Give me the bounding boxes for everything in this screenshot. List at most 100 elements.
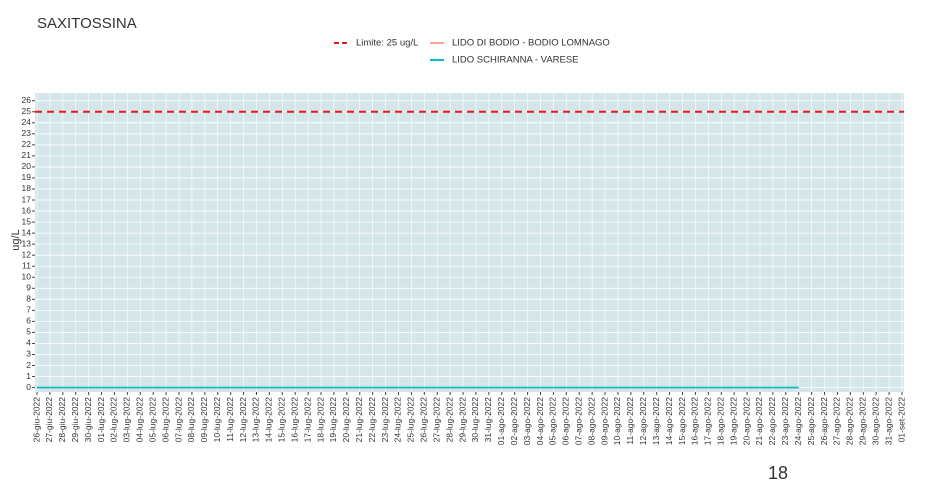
x-tick-label: 16-ago-2022 bbox=[690, 397, 700, 445]
y-tick-label: 0 bbox=[26, 382, 31, 392]
x-tick-label: 31-ago-2022 bbox=[883, 397, 893, 445]
x-tick-label: 23-ago-2022 bbox=[780, 397, 790, 445]
x-tick-label: 06-ago-2022 bbox=[561, 397, 571, 445]
x-tick-label: 28-ago-2022 bbox=[845, 397, 855, 445]
y-tick-label: 11 bbox=[22, 260, 31, 270]
x-tick-label: 19-ago-2022 bbox=[728, 397, 738, 445]
x-tick-label: 17-ago-2022 bbox=[703, 397, 713, 445]
plot-background bbox=[35, 93, 904, 392]
x-tick-label: 26-ago-2022 bbox=[819, 397, 829, 445]
x-tick-label: 02-lug-2022 bbox=[109, 397, 119, 443]
x-tick-label: 01-ago-2022 bbox=[496, 397, 506, 445]
x-tick-label: 14-lug-2022 bbox=[264, 397, 274, 443]
x-tick-label: 05-ago-2022 bbox=[548, 397, 558, 445]
y-tick-label: 17 bbox=[22, 194, 32, 204]
x-tick-label: 11-ago-2022 bbox=[625, 397, 635, 445]
x-tick-label: 29-lug-2022 bbox=[457, 397, 467, 443]
x-tick-label: 04-ago-2022 bbox=[535, 397, 545, 445]
x-tick-label: 01-set-2022 bbox=[896, 397, 906, 443]
y-axis-label: ug/L bbox=[10, 229, 22, 250]
x-tick-label: 27-giu-2022 bbox=[44, 397, 54, 443]
y-tick-label: 19 bbox=[22, 172, 32, 182]
x-tick-label: 30-giu-2022 bbox=[83, 397, 93, 443]
chart-title: SAXITOSSINA bbox=[37, 15, 137, 32]
y-tick-label: 13 bbox=[22, 238, 32, 248]
y-tick-label: 8 bbox=[26, 294, 31, 304]
x-tick-label: 26-lug-2022 bbox=[419, 397, 429, 443]
x-tick-label: 10-lug-2022 bbox=[212, 397, 222, 443]
x-tick-label: 28-lug-2022 bbox=[444, 397, 454, 443]
y-tick-label: 18 bbox=[22, 183, 32, 193]
x-tick-label: 05-lug-2022 bbox=[147, 397, 157, 443]
y-tick-label: 26 bbox=[22, 95, 32, 105]
x-tick-label: 19-lug-2022 bbox=[328, 397, 338, 443]
x-tick-label: 13-lug-2022 bbox=[251, 397, 261, 443]
x-tick-label: 09-ago-2022 bbox=[599, 397, 609, 445]
x-tick-label: 03-lug-2022 bbox=[122, 397, 132, 443]
x-tick-label: 25-ago-2022 bbox=[806, 397, 816, 445]
x-tick-label: 04-lug-2022 bbox=[135, 397, 145, 443]
x-tick-label: 29-ago-2022 bbox=[858, 397, 868, 445]
x-tick-label: 28-giu-2022 bbox=[57, 397, 67, 443]
x-tick-label: 20-ago-2022 bbox=[741, 397, 751, 445]
y-tick-label: 9 bbox=[26, 283, 31, 293]
x-tick-label: 12-lug-2022 bbox=[238, 397, 248, 443]
x-tick-label: 01-lug-2022 bbox=[96, 397, 106, 443]
y-tick-label: 10 bbox=[22, 272, 32, 282]
y-tick-label: 12 bbox=[22, 249, 32, 259]
y-tick-label: 23 bbox=[22, 128, 32, 138]
x-tick-label: 08-ago-2022 bbox=[586, 397, 596, 445]
x-tick-label: 07-lug-2022 bbox=[173, 397, 183, 443]
legend-label: Limite: 25 ug/L bbox=[356, 38, 418, 49]
y-tick-label: 6 bbox=[26, 316, 31, 326]
x-tick-label: 21-lug-2022 bbox=[354, 397, 364, 443]
x-tick-label: 27-ago-2022 bbox=[832, 397, 842, 445]
x-tick-label: 24-lug-2022 bbox=[393, 397, 403, 443]
y-tick-label: 3 bbox=[26, 349, 31, 359]
x-tick-label: 16-lug-2022 bbox=[289, 397, 299, 443]
y-tick-label: 14 bbox=[22, 227, 32, 237]
x-tick-label: 11-lug-2022 bbox=[225, 397, 235, 442]
y-tick-label: 22 bbox=[22, 139, 32, 149]
x-tick-label: 22-ago-2022 bbox=[767, 397, 777, 445]
page-number: 18 bbox=[768, 463, 788, 483]
x-tick-label: 18-ago-2022 bbox=[716, 397, 726, 445]
legend-label: LIDO SCHIRANNA - VARESE bbox=[452, 55, 579, 66]
y-tick-label: 7 bbox=[26, 305, 31, 315]
x-tick-label: 31-lug-2022 bbox=[483, 397, 493, 443]
x-tick-label: 06-lug-2022 bbox=[160, 397, 170, 443]
y-tick-label: 15 bbox=[22, 216, 32, 226]
x-tick-label: 17-lug-2022 bbox=[302, 397, 312, 443]
x-tick-label: 14-ago-2022 bbox=[664, 397, 674, 445]
x-tick-label: 30-ago-2022 bbox=[870, 397, 880, 445]
x-tick-label: 24-ago-2022 bbox=[793, 397, 803, 445]
y-tick-label: 4 bbox=[26, 338, 31, 348]
x-tick-label: 30-lug-2022 bbox=[470, 397, 480, 443]
y-tick-label: 21 bbox=[22, 150, 32, 160]
x-tick-label: 07-ago-2022 bbox=[573, 397, 583, 445]
x-tick-label: 15-ago-2022 bbox=[677, 397, 687, 445]
x-tick-label: 15-lug-2022 bbox=[277, 397, 287, 443]
x-tick-label: 02-ago-2022 bbox=[509, 397, 519, 445]
x-tick-label: 09-lug-2022 bbox=[199, 397, 209, 443]
x-tick-label: 21-ago-2022 bbox=[754, 397, 764, 445]
y-tick-label: 5 bbox=[26, 327, 31, 337]
x-tick-label: 23-lug-2022 bbox=[380, 397, 390, 443]
x-tick-label: 25-lug-2022 bbox=[406, 397, 416, 443]
x-tick-label: 20-lug-2022 bbox=[341, 397, 351, 443]
y-tick-label: 1 bbox=[26, 371, 31, 381]
x-tick-label: 29-giu-2022 bbox=[70, 397, 80, 443]
x-tick-label: 22-lug-2022 bbox=[367, 397, 377, 443]
x-tick-label: 03-ago-2022 bbox=[522, 397, 532, 445]
x-tick-label: 18-lug-2022 bbox=[315, 397, 325, 443]
y-tick-label: 16 bbox=[22, 205, 32, 215]
x-tick-label: 27-lug-2022 bbox=[431, 397, 441, 443]
x-tick-label: 08-lug-2022 bbox=[186, 397, 196, 443]
y-tick-label: 24 bbox=[22, 117, 32, 127]
x-tick-label: 12-ago-2022 bbox=[638, 397, 648, 445]
x-tick-label: 26-giu-2022 bbox=[31, 397, 41, 443]
x-tick-label: 10-ago-2022 bbox=[612, 397, 622, 445]
legend-label: LIDO DI BODIO - BODIO LOMNAGO bbox=[452, 38, 610, 49]
x-tick-label: 13-ago-2022 bbox=[651, 397, 661, 445]
